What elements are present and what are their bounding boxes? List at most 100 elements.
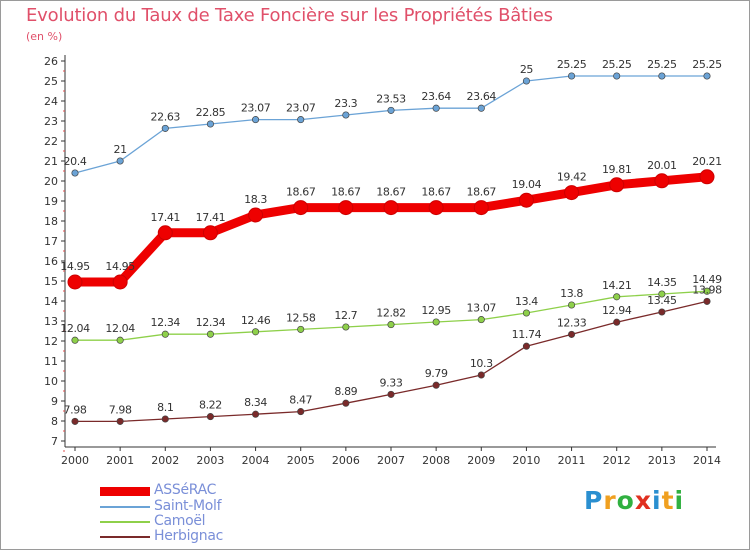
- data-label-saint-molf: 22.63: [151, 110, 181, 123]
- data-point-herbignac: [522, 342, 530, 350]
- data-label-camoel: 12.46: [241, 314, 271, 327]
- data-label-asserac: 19.81: [602, 163, 632, 176]
- data-point-asserac: [699, 169, 715, 185]
- data-point-saint-molf: [613, 72, 621, 80]
- data-point-herbignac: [477, 371, 485, 379]
- data-label-saint-molf: 22.85: [196, 106, 226, 119]
- data-label-herbignac: 9.79: [425, 367, 448, 380]
- data-point-herbignac: [568, 330, 576, 338]
- data-point-saint-molf: [522, 77, 530, 85]
- data-label-herbignac: 7.98: [109, 403, 132, 416]
- legend-label-saint-molf: Saint-Molf: [154, 498, 222, 514]
- data-label-herbignac: 12.94: [602, 304, 632, 317]
- data-label-saint-molf: 23.3: [334, 97, 357, 110]
- data-point-herbignac: [252, 410, 260, 418]
- data-point-camoel: [116, 336, 124, 344]
- x-tick-label: 2007: [377, 454, 405, 467]
- data-label-herbignac: 11.74: [512, 328, 542, 341]
- data-label-camoel: 12.04: [60, 322, 90, 335]
- data-label-camoel: 12.58: [286, 311, 316, 324]
- data-label-herbignac: 13.45: [647, 294, 677, 307]
- x-tick-label: 2000: [61, 454, 89, 467]
- data-label-saint-molf: 23.64: [421, 90, 451, 103]
- data-point-saint-molf: [568, 72, 576, 80]
- logo-letter: o: [616, 486, 635, 515]
- x-tick-label: 2003: [196, 454, 224, 467]
- data-label-asserac: 17.41: [196, 211, 226, 224]
- data-point-asserac: [112, 274, 128, 290]
- data-label-saint-molf: 23.64: [467, 90, 497, 103]
- data-point-herbignac: [703, 297, 711, 305]
- data-label-saint-molf: 20.4: [64, 155, 87, 168]
- data-label-saint-molf: 25.25: [647, 58, 677, 71]
- data-label-camoel: 12.7: [334, 309, 357, 322]
- x-tick-label: 2001: [106, 454, 134, 467]
- data-point-saint-molf: [116, 157, 124, 165]
- legend-swatch-herbignac: [100, 536, 150, 538]
- series-herbignac: [71, 297, 711, 425]
- data-point-camoel: [658, 290, 666, 298]
- data-point-camoel: [297, 325, 305, 333]
- data-label-asserac: 18.67: [421, 186, 451, 199]
- x-tick-label: 2002: [151, 454, 179, 467]
- y-tick-label: 25: [44, 75, 58, 88]
- data-point-camoel: [206, 330, 214, 338]
- data-label-herbignac: 12.33: [557, 316, 587, 329]
- y-tick-label: 21: [44, 155, 58, 168]
- data-label-camoel: 12.04: [105, 322, 135, 335]
- proxiti-logo: Proxiti: [584, 486, 684, 515]
- data-point-saint-molf: [703, 72, 711, 80]
- data-point-saint-molf: [387, 106, 395, 114]
- data-point-camoel: [342, 323, 350, 331]
- y-tick-label: 14: [44, 295, 58, 308]
- chart-title: Evolution du Taux de Taxe Foncière sur l…: [26, 5, 553, 26]
- data-labels-layer: 14.95 14.95 17.41 17.41 18.3 18.67 18.67 18.67 1…: [60, 58, 722, 416]
- data-label-camoel: 14.49: [692, 273, 722, 286]
- data-point-saint-molf: [342, 111, 350, 119]
- y-tick-label: 10: [44, 375, 58, 388]
- data-label-asserac: 18.3: [244, 193, 267, 206]
- data-point-herbignac: [342, 399, 350, 407]
- data-label-saint-molf: 23.07: [286, 102, 316, 115]
- data-label-saint-molf: 23.07: [241, 102, 271, 115]
- y-axis-unit-label: (en %): [26, 30, 63, 43]
- data-label-camoel: 12.95: [421, 304, 451, 317]
- data-point-camoel: [71, 336, 79, 344]
- y-tick-label: 7: [51, 435, 58, 448]
- data-point-camoel: [703, 287, 711, 295]
- data-label-camoel: 13.07: [467, 302, 497, 315]
- logo-letter: P: [584, 486, 604, 515]
- data-point-asserac: [293, 200, 309, 216]
- data-point-camoel: [522, 309, 530, 317]
- logo-letter: x: [634, 486, 652, 515]
- y-tick-label: 24: [44, 95, 58, 108]
- y-tick-label: 15: [44, 275, 58, 288]
- data-point-camoel: [252, 328, 260, 336]
- data-point-herbignac: [71, 417, 79, 425]
- logo-letter: r: [603, 486, 617, 515]
- x-tick-label: 2012: [603, 454, 631, 467]
- data-label-asserac: 19.04: [512, 178, 542, 191]
- data-point-asserac: [157, 225, 173, 241]
- data-point-saint-molf: [297, 116, 305, 124]
- data-label-asserac: 14.95: [60, 260, 90, 273]
- data-label-asserac: 20.21: [692, 155, 722, 168]
- y-tick-label: 20: [44, 175, 58, 188]
- data-point-herbignac: [432, 381, 440, 389]
- data-label-camoel: 12.34: [151, 316, 181, 329]
- data-point-camoel: [613, 293, 621, 301]
- x-tick-label: 2005: [287, 454, 315, 467]
- data-point-herbignac: [387, 390, 395, 398]
- data-point-herbignac: [116, 417, 124, 425]
- x-tick-label: 2004: [242, 454, 270, 467]
- data-point-saint-molf: [477, 104, 485, 112]
- y-tick-label: 19: [44, 195, 58, 208]
- legend-label-camoel: Camoël: [154, 513, 206, 529]
- legend-label-asserac: ASSéRAC: [154, 482, 217, 498]
- data-point-asserac: [338, 200, 354, 216]
- data-label-asserac: 18.67: [331, 186, 361, 199]
- data-label-asserac: 19.42: [557, 171, 587, 184]
- data-label-asserac: 18.67: [376, 186, 406, 199]
- data-label-herbignac: 8.1: [157, 401, 173, 414]
